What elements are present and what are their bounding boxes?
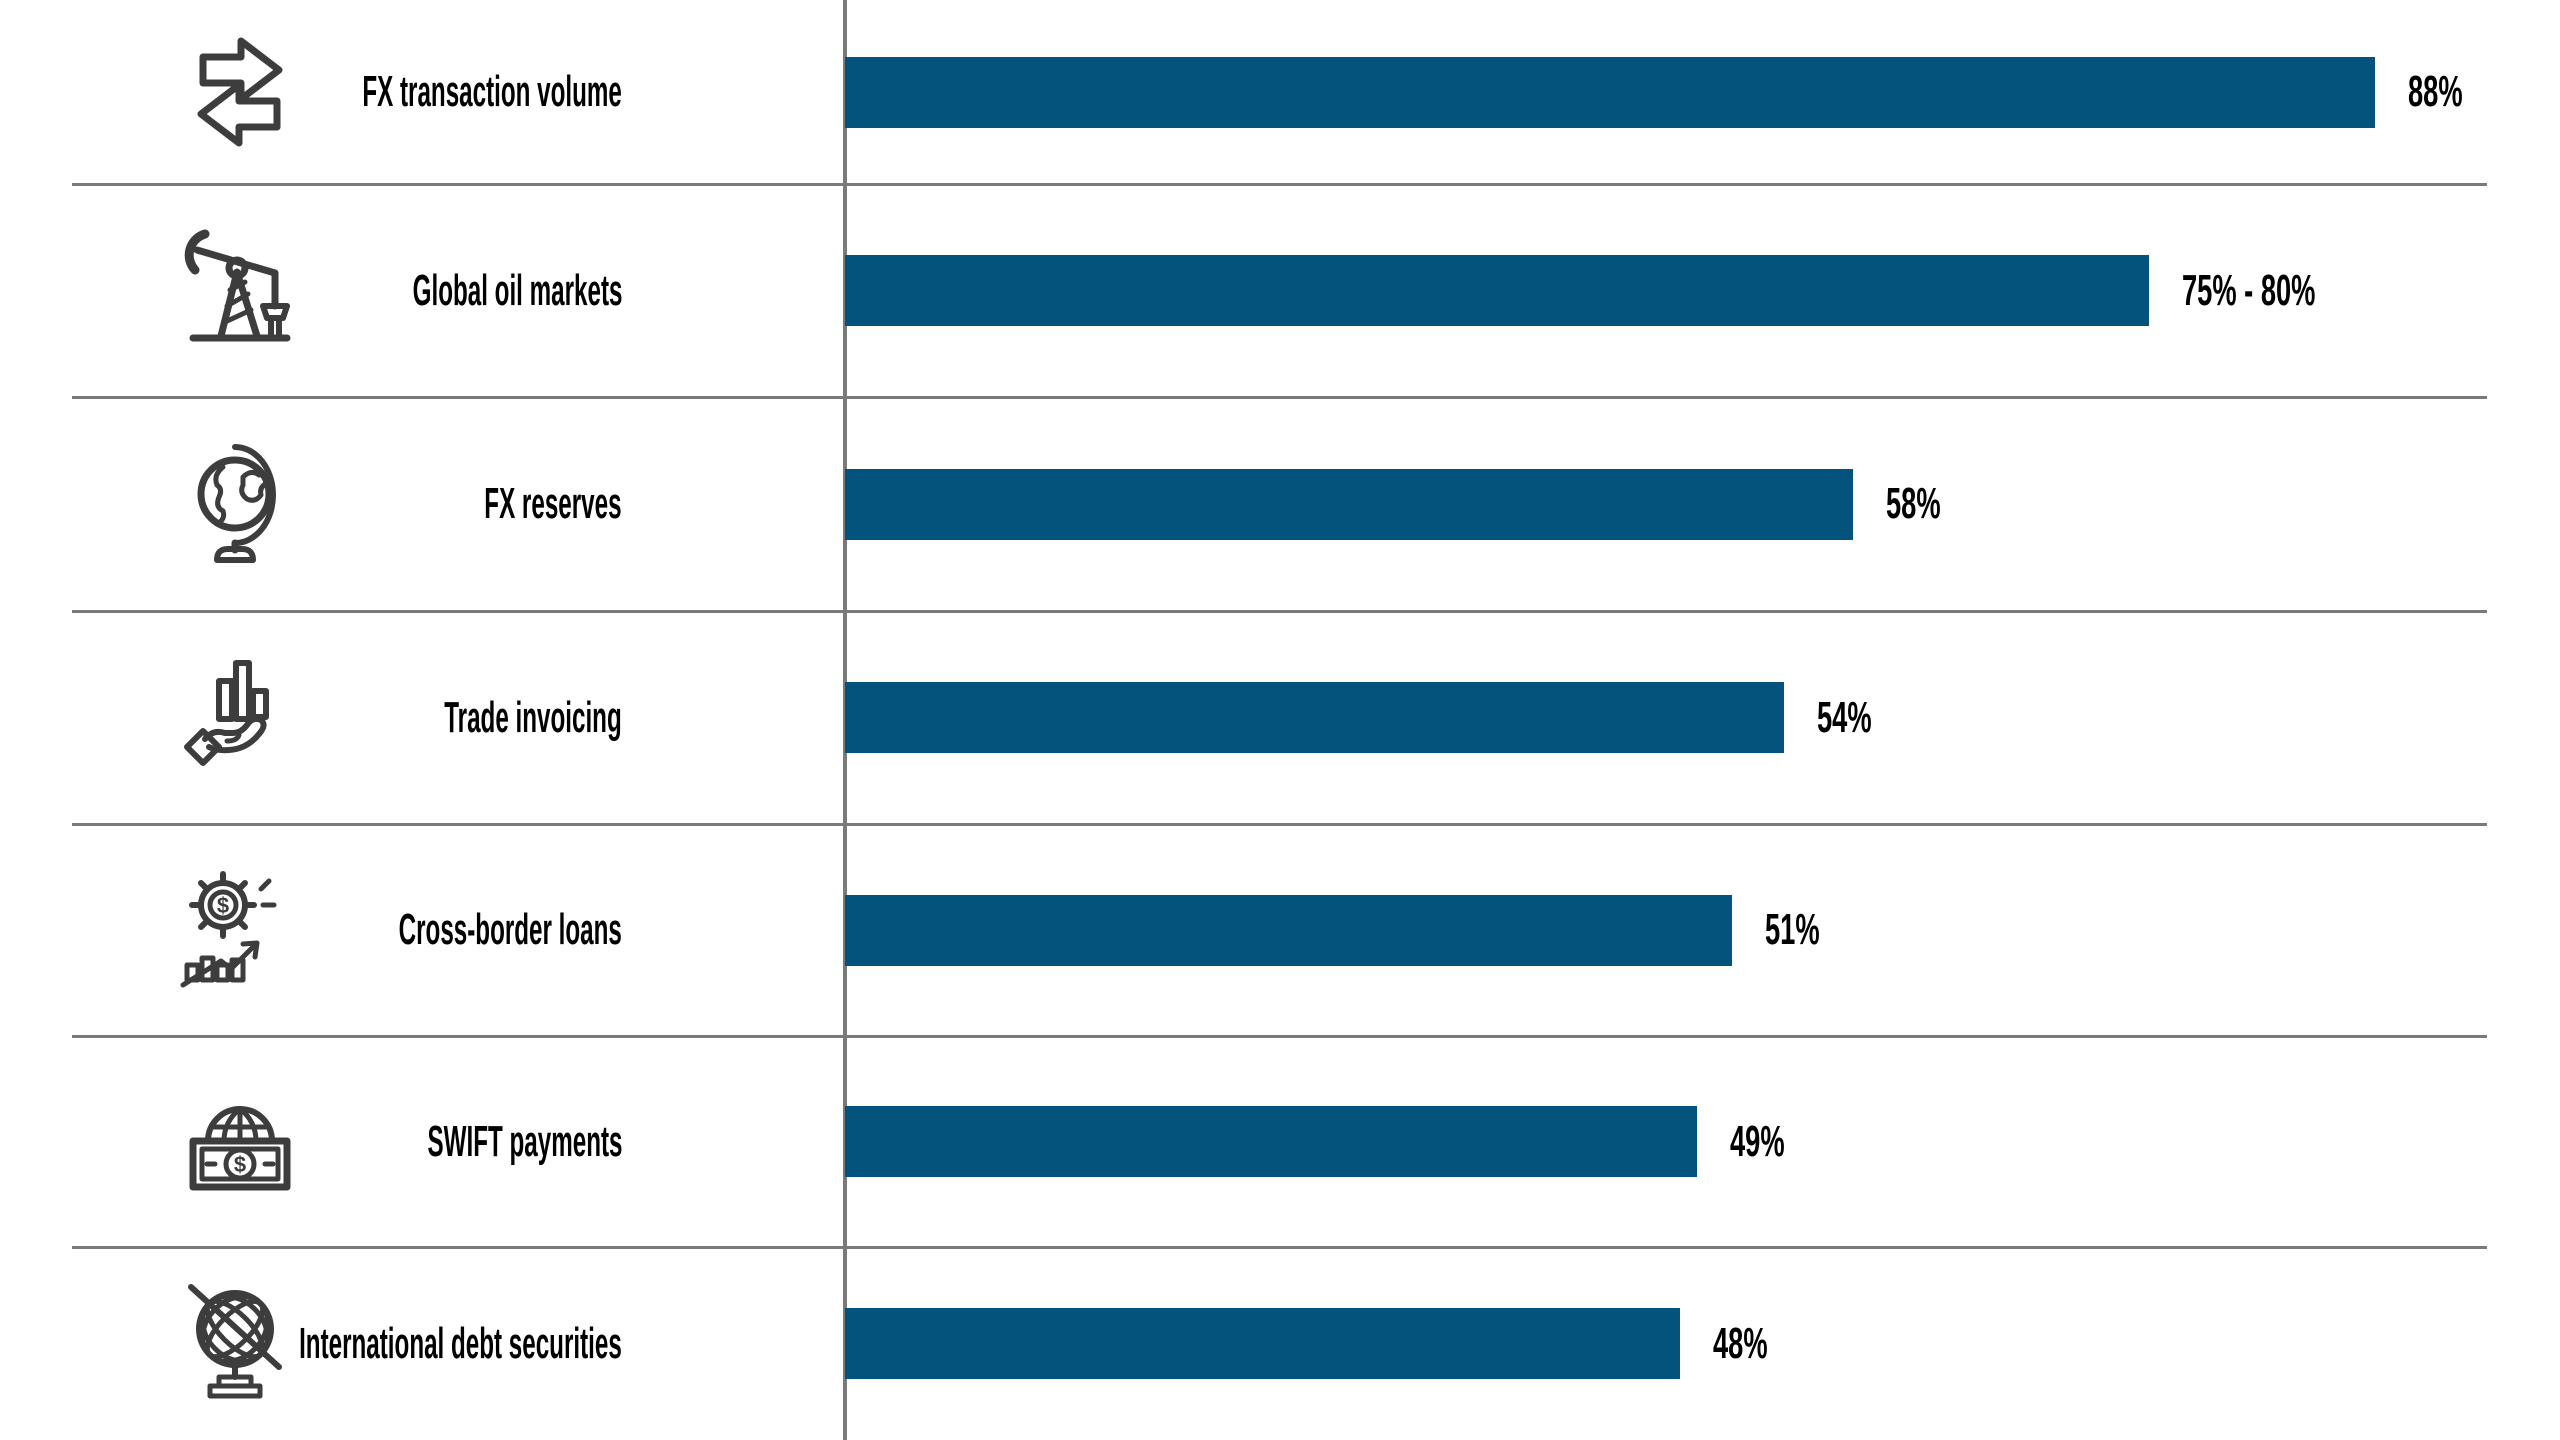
plot-area: 49%	[845, 1036, 2560, 1247]
value-label: 88%	[2407, 67, 2463, 116]
category-label-cell: SWIFT payments	[330, 1117, 622, 1167]
svg-text:$: $	[217, 893, 229, 918]
category-label-cell: FX transaction volume	[330, 67, 622, 117]
category-label-cell: International debt securities	[299, 1319, 622, 1369]
desk-globe-icon	[197, 444, 276, 563]
category-icon-cell	[0, 27, 330, 157]
chart-row: Trade invoicing 54%	[0, 611, 2560, 826]
value-label: 48%	[1712, 1318, 1768, 1368]
value-label: 51%	[1764, 905, 1820, 954]
value-label: 58%	[1886, 479, 1941, 528]
plot-area: 51%	[845, 824, 2560, 1036]
category-label: SWIFT payments	[427, 1116, 622, 1166]
chart-row: International debt securities 48%	[0, 1247, 2560, 1440]
globe-banknote-icon: $	[189, 1105, 291, 1190]
plot-area: 75% - 80%	[845, 184, 2560, 397]
category-label: FX transaction volume	[362, 67, 622, 116]
hand-bar-chart-icon	[184, 659, 269, 766]
chart-row: FX reserves 58%	[0, 397, 2560, 613]
value-bar	[845, 1106, 1697, 1177]
chart-row: $ Cross-border loans 51%	[0, 824, 2560, 1038]
category-icon-cell	[0, 1279, 330, 1409]
category-label-cell: Trade invoicing	[330, 693, 622, 743]
category-label-cell: FX reserves	[330, 479, 622, 529]
category-icon-cell: $	[0, 865, 330, 995]
category-label: FX reserves	[484, 479, 622, 528]
exchange-arrows-icon	[197, 37, 283, 147]
category-label: Global oil markets	[412, 265, 622, 315]
value-bar	[845, 894, 1732, 966]
category-icon-cell	[0, 653, 330, 783]
category-icon-cell	[0, 226, 330, 356]
value-bar	[845, 56, 2375, 128]
plot-area: 54%	[845, 611, 2560, 824]
value-bar	[845, 1308, 1680, 1379]
category-label: Trade invoicing	[444, 692, 622, 742]
category-label: Cross-border loans	[398, 905, 622, 954]
value-label: 75% - 80%	[2181, 265, 2316, 315]
category-icon-cell: $	[0, 1077, 330, 1207]
value-bar	[845, 468, 1854, 540]
plot-area: 88%	[845, 0, 2560, 184]
oil-pump-icon	[184, 229, 291, 341]
value-bar	[845, 255, 2149, 326]
wireframe-globe-icon	[188, 1283, 282, 1398]
category-icon-cell	[0, 439, 330, 569]
svg-text:$: $	[234, 1152, 246, 1177]
value-label: 54%	[1816, 692, 1872, 742]
plot-area: 58%	[845, 397, 2560, 611]
gear-dollar-growth-icon: $	[180, 871, 277, 988]
plot-area: 48%	[845, 1247, 2560, 1440]
category-label-cell: Global oil markets	[330, 266, 622, 316]
value-bar	[845, 682, 1784, 753]
category-label-cell: Cross-border loans	[330, 905, 622, 955]
category-label: International debt securities	[299, 1318, 622, 1368]
chart-row: Global oil markets 75% - 80%	[0, 184, 2560, 399]
chart-row: $ SWIFT payments 49%	[0, 1036, 2560, 1249]
chart-row: FX transaction volume 88%	[0, 0, 2560, 186]
value-label: 49%	[1729, 1116, 1785, 1166]
